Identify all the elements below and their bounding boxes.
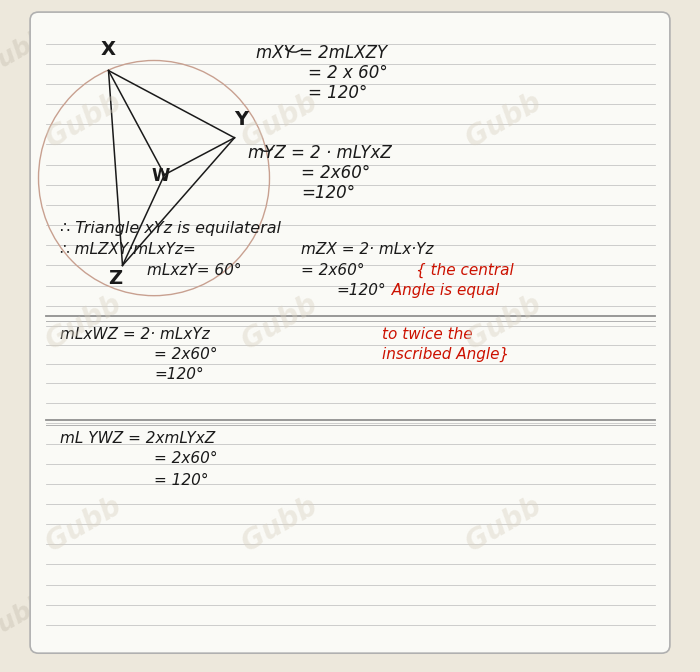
Text: Gubb: Gubb bbox=[41, 491, 127, 557]
Text: W: W bbox=[152, 167, 170, 185]
Text: Gubb: Gubb bbox=[0, 25, 52, 83]
Text: X: X bbox=[101, 40, 116, 59]
Text: mYZ = 2 · mLYxZ: mYZ = 2 · mLYxZ bbox=[248, 144, 392, 161]
Text: Gubb: Gubb bbox=[461, 491, 547, 557]
Text: Gubb: Gubb bbox=[237, 290, 323, 355]
Text: mZX = 2· mLx·Yz: mZX = 2· mLx·Yz bbox=[301, 243, 433, 257]
Text: = 2x60°: = 2x60° bbox=[301, 263, 365, 278]
Text: ∴ Triangle xYz is equilateral: ∴ Triangle xYz is equilateral bbox=[60, 221, 281, 236]
FancyBboxPatch shape bbox=[30, 12, 670, 653]
Text: to twice the: to twice the bbox=[382, 327, 472, 342]
Text: inscribed Angle}: inscribed Angle} bbox=[382, 347, 509, 362]
Text: Gubb: Gubb bbox=[578, 589, 654, 647]
Text: =120°: =120° bbox=[336, 283, 386, 298]
Text: mLxWZ = 2· mLxYz: mLxWZ = 2· mLxYz bbox=[60, 327, 209, 342]
Text: =120°: =120° bbox=[301, 184, 355, 202]
Text: Angle is equal: Angle is equal bbox=[382, 283, 498, 298]
Text: ∴ mLZXY·mLxYz=: ∴ mLZXY·mLxYz= bbox=[60, 243, 195, 257]
Text: Gubb: Gubb bbox=[461, 290, 547, 355]
Text: mXY = 2mLXZY: mXY = 2mLXZY bbox=[256, 44, 386, 62]
Text: Gubb: Gubb bbox=[461, 88, 547, 154]
Text: =120°: =120° bbox=[154, 368, 204, 382]
Text: = 2 x 60°: = 2 x 60° bbox=[308, 65, 388, 82]
Text: Gubb: Gubb bbox=[237, 491, 323, 557]
Text: Gubb: Gubb bbox=[237, 88, 323, 154]
Text: = 2x60°: = 2x60° bbox=[301, 164, 370, 181]
Text: = 120°: = 120° bbox=[308, 85, 368, 102]
Text: { the central: { the central bbox=[416, 263, 514, 278]
Text: Gubb: Gubb bbox=[41, 88, 127, 154]
Text: mLxzY= 60°: mLxzY= 60° bbox=[147, 263, 242, 278]
Text: Gubb: Gubb bbox=[41, 290, 127, 355]
Text: Y: Y bbox=[234, 110, 248, 129]
Text: = 120°: = 120° bbox=[154, 473, 209, 488]
Text: Z: Z bbox=[108, 269, 122, 288]
Text: = 2x60°: = 2x60° bbox=[154, 451, 218, 466]
Text: = 2x60°: = 2x60° bbox=[154, 347, 218, 362]
Text: Gubb: Gubb bbox=[0, 589, 52, 647]
Text: Gubb: Gubb bbox=[578, 25, 654, 83]
Text: mL YWZ = 2xmLYxZ: mL YWZ = 2xmLYxZ bbox=[60, 431, 215, 446]
